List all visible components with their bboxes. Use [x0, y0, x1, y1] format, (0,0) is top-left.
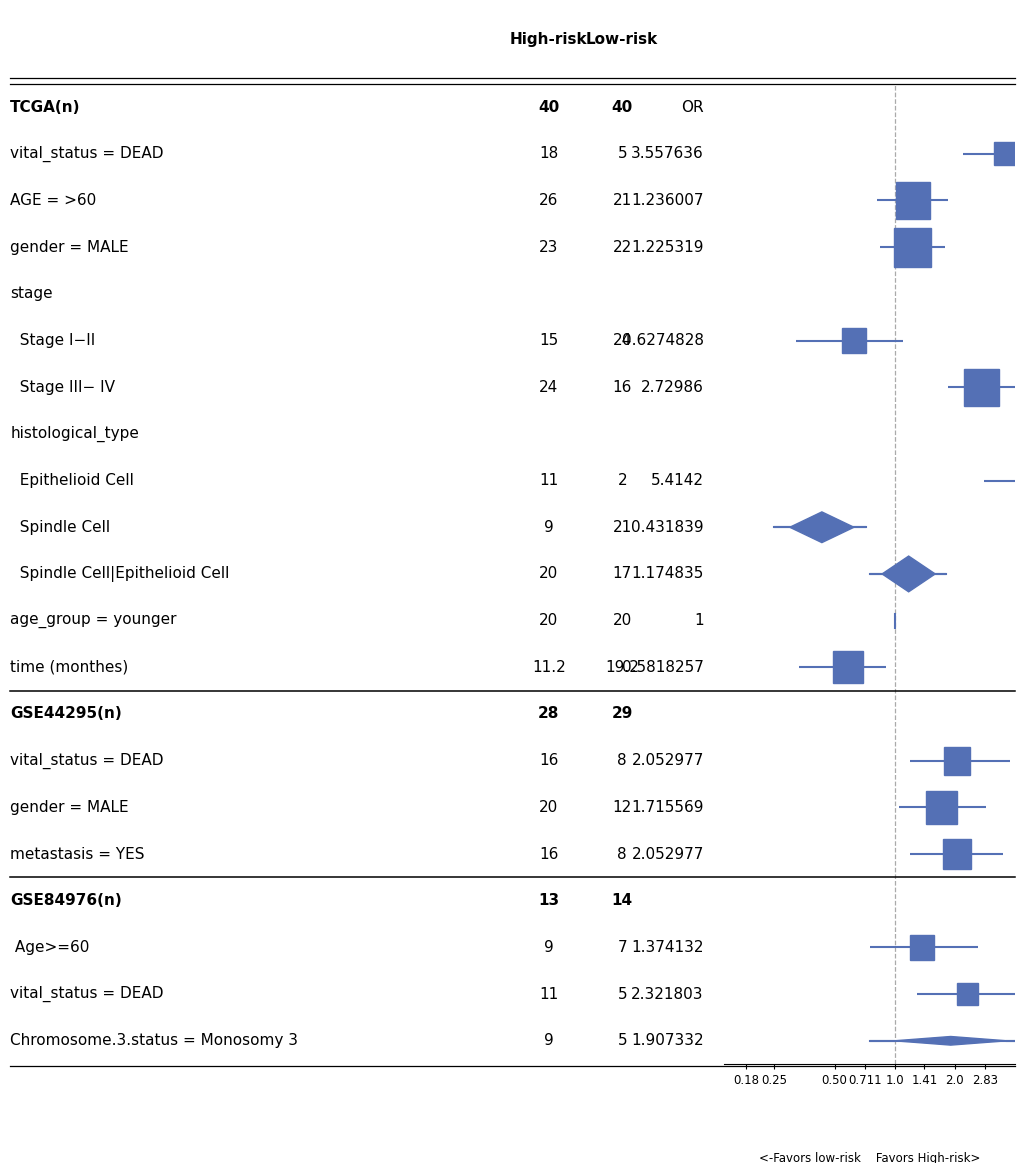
Text: High-risk: High-risk: [510, 31, 587, 47]
Bar: [910, 935, 933, 961]
Text: 29: 29: [611, 706, 632, 721]
Bar: [894, 228, 929, 266]
Polygon shape: [881, 556, 934, 592]
Text: gender = MALE: gender = MALE: [10, 240, 128, 255]
Text: 23: 23: [539, 240, 557, 255]
Bar: [925, 791, 956, 823]
Text: 28: 28: [538, 706, 558, 721]
Text: 9: 9: [543, 520, 553, 535]
Text: vital_status = DEAD: vital_status = DEAD: [10, 986, 163, 1003]
Text: 12: 12: [612, 800, 631, 815]
Text: 19.2: 19.2: [604, 659, 639, 675]
Bar: [994, 143, 1014, 165]
Text: 1.174835: 1.174835: [631, 566, 703, 582]
Text: 18: 18: [539, 147, 557, 162]
Text: Age>=60: Age>=60: [10, 940, 90, 955]
Text: histological_type: histological_type: [10, 426, 139, 442]
Text: 16: 16: [539, 754, 557, 769]
Text: AGE = >60: AGE = >60: [10, 193, 97, 208]
Text: GSE84976(n): GSE84976(n): [10, 893, 122, 908]
Text: GSE44295(n): GSE44295(n): [10, 706, 122, 721]
Text: 16: 16: [612, 379, 631, 394]
Text: 2.321803: 2.321803: [631, 986, 703, 1001]
Text: 17: 17: [612, 566, 631, 582]
Text: 1: 1: [694, 613, 703, 628]
Text: vital_status = DEAD: vital_status = DEAD: [10, 145, 163, 162]
Text: OR: OR: [681, 100, 703, 115]
Text: 21: 21: [612, 193, 631, 208]
Text: 0.431839: 0.431839: [631, 520, 703, 535]
Text: 40: 40: [611, 100, 632, 115]
Text: 1.715569: 1.715569: [631, 800, 703, 815]
Text: 13: 13: [538, 893, 558, 908]
Text: 2.052977: 2.052977: [631, 754, 703, 769]
Text: Stage III− IV: Stage III− IV: [10, 379, 115, 394]
Text: 11.2: 11.2: [531, 659, 566, 675]
Text: Spindle Cell: Spindle Cell: [10, 520, 110, 535]
Text: TCGA(n): TCGA(n): [10, 100, 81, 115]
Text: 20: 20: [539, 800, 557, 815]
Text: 40: 40: [538, 100, 558, 115]
Text: stage: stage: [10, 286, 53, 301]
Text: 24: 24: [539, 379, 557, 394]
Text: 5: 5: [616, 147, 627, 162]
Text: 24: 24: [612, 333, 631, 348]
Bar: [956, 983, 977, 1006]
Text: 5.4142: 5.4142: [650, 473, 703, 488]
Polygon shape: [789, 512, 853, 543]
Text: 0.5818257: 0.5818257: [622, 659, 703, 675]
Text: 5: 5: [616, 986, 627, 1001]
Bar: [944, 747, 969, 775]
Text: Low-risk: Low-risk: [586, 31, 657, 47]
Text: Spindle Cell|Epithelioid Cell: Spindle Cell|Epithelioid Cell: [10, 566, 229, 582]
Text: time (monthes): time (monthes): [10, 659, 128, 675]
Text: vital_status = DEAD: vital_status = DEAD: [10, 752, 163, 769]
Bar: [895, 181, 929, 219]
Text: 20: 20: [539, 566, 557, 582]
Text: Chromosome.3.status = Monosomy 3: Chromosome.3.status = Monosomy 3: [10, 1033, 298, 1048]
Text: 2.72986: 2.72986: [640, 379, 703, 394]
Bar: [842, 328, 865, 354]
Text: 0.6274828: 0.6274828: [622, 333, 703, 348]
Polygon shape: [894, 1036, 1006, 1046]
Text: 14: 14: [611, 893, 632, 908]
Text: 8: 8: [616, 754, 627, 769]
Bar: [942, 839, 970, 869]
Text: 20: 20: [612, 613, 631, 628]
Text: metastasis = YES: metastasis = YES: [10, 847, 145, 862]
Text: 2.052977: 2.052977: [631, 847, 703, 862]
Text: <-Favors low-risk    Favors High-risk>: <-Favors low-risk Favors High-risk>: [758, 1153, 979, 1163]
Text: 2: 2: [616, 473, 627, 488]
Text: 26: 26: [539, 193, 557, 208]
Text: 3.557636: 3.557636: [631, 147, 703, 162]
Text: Stage I−II: Stage I−II: [10, 333, 96, 348]
Text: 8: 8: [616, 847, 627, 862]
Text: 9: 9: [543, 940, 553, 955]
Text: 1.374132: 1.374132: [631, 940, 703, 955]
Bar: [832, 651, 862, 684]
Text: 11: 11: [539, 986, 557, 1001]
Text: age_group = younger: age_group = younger: [10, 613, 176, 628]
Text: 5: 5: [616, 1033, 627, 1048]
Text: 1.225319: 1.225319: [631, 240, 703, 255]
Text: 11: 11: [539, 473, 557, 488]
Text: 16: 16: [539, 847, 557, 862]
Text: 1.236007: 1.236007: [631, 193, 703, 208]
Text: 20: 20: [539, 613, 557, 628]
Text: 1.907332: 1.907332: [631, 1033, 703, 1048]
Text: 7: 7: [616, 940, 627, 955]
Text: Epithelioid Cell: Epithelioid Cell: [10, 473, 133, 488]
Text: 15: 15: [539, 333, 557, 348]
Text: gender = MALE: gender = MALE: [10, 800, 128, 815]
Text: 9: 9: [543, 1033, 553, 1048]
Text: 21: 21: [612, 520, 631, 535]
Text: 22: 22: [612, 240, 631, 255]
Bar: [964, 369, 999, 406]
